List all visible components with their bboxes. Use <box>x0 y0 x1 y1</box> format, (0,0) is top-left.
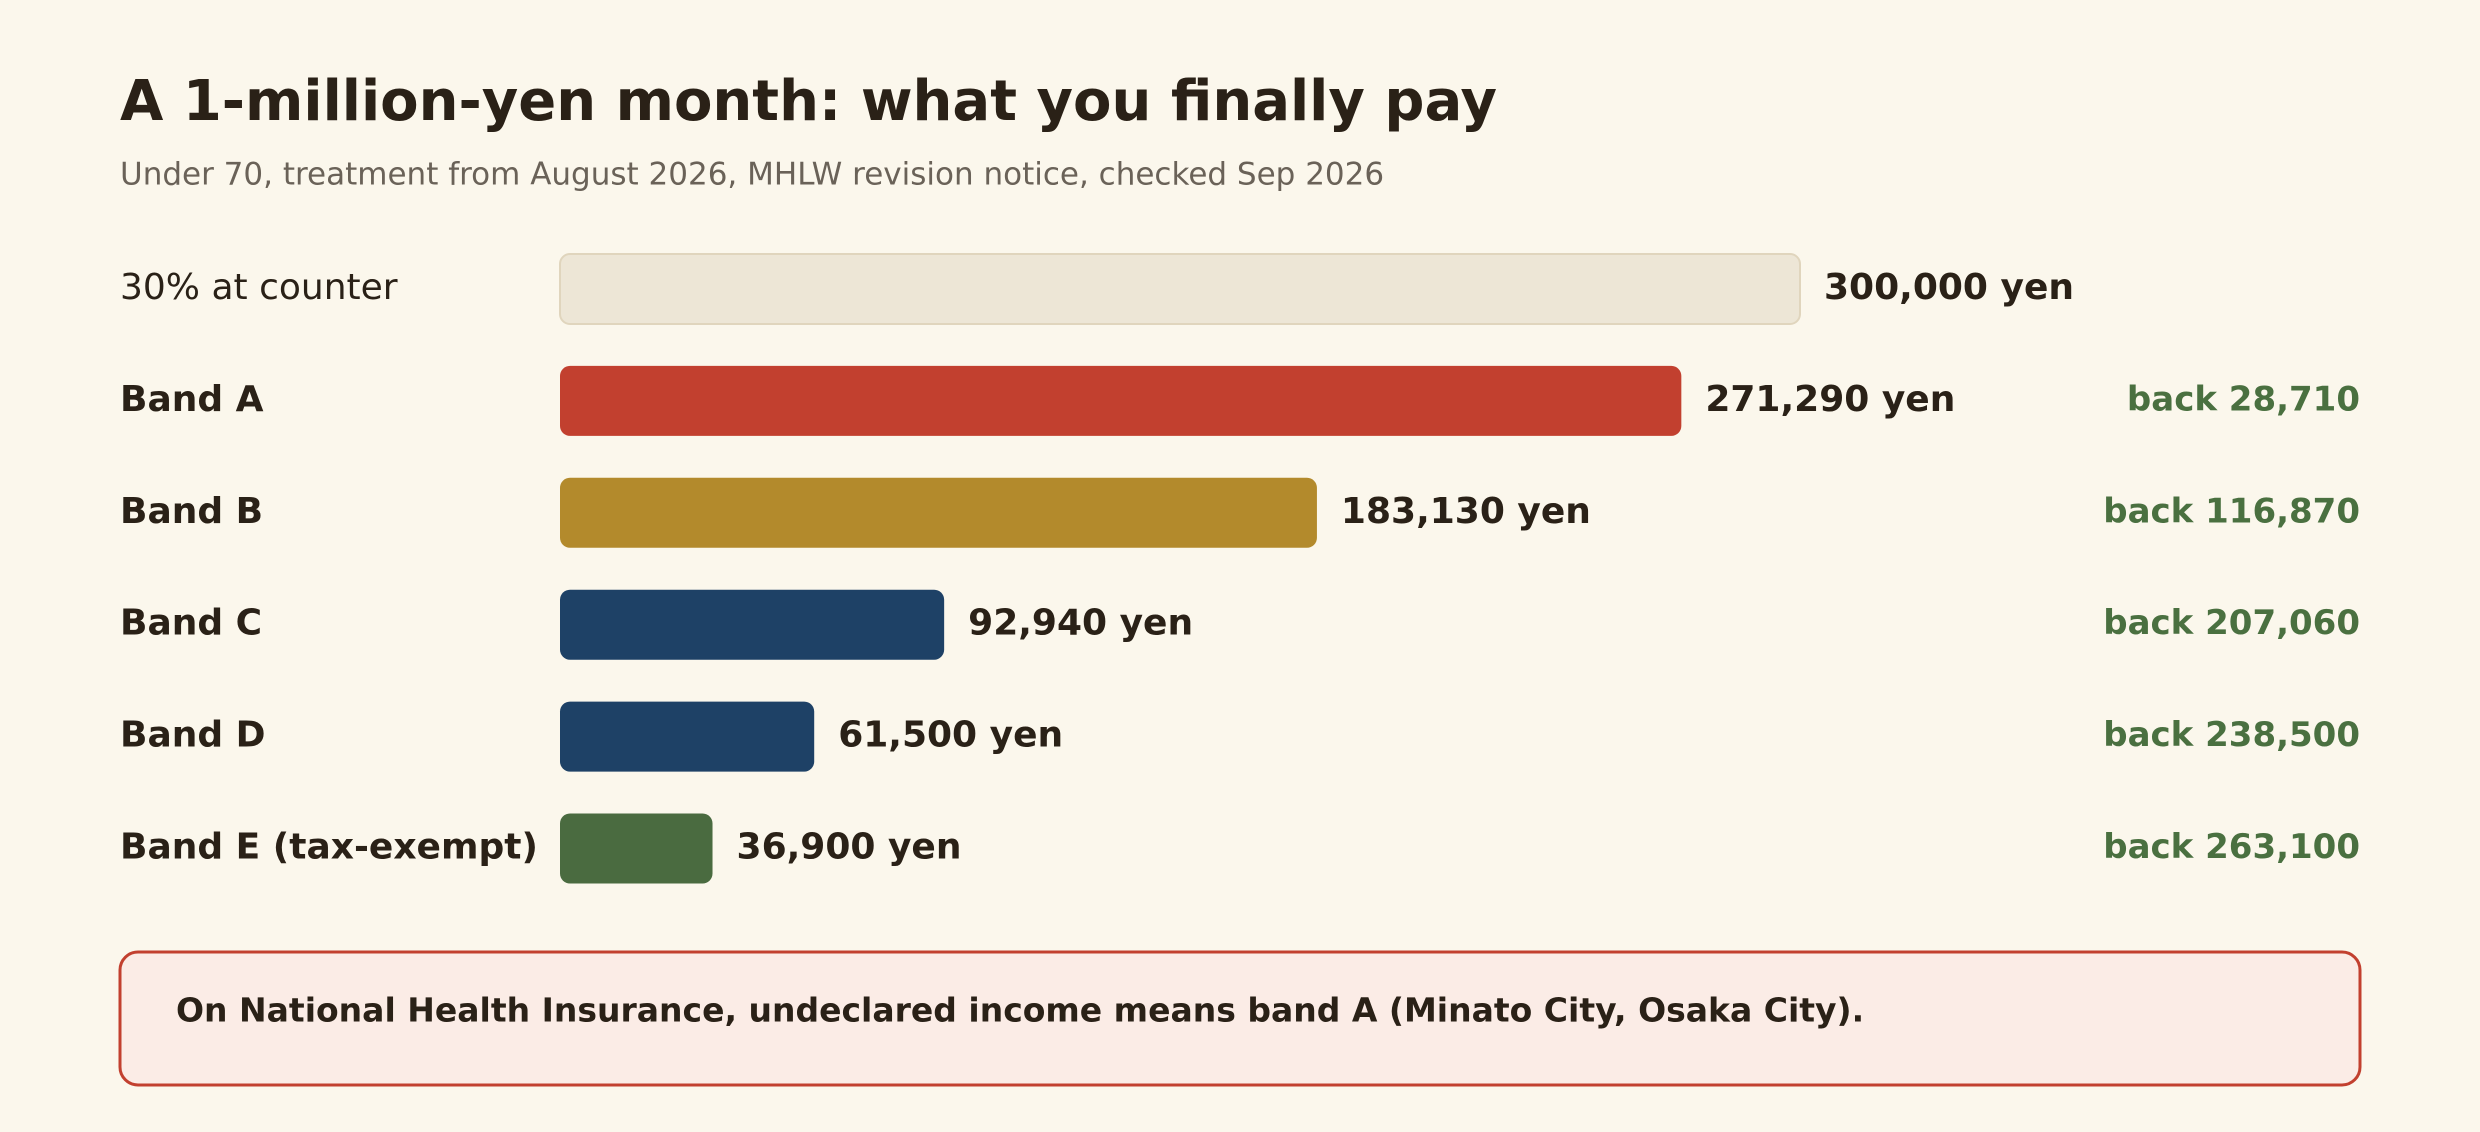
value-label: 61,500 yen <box>838 715 1063 756</box>
refund-label: back 116,870 <box>2103 491 2360 531</box>
value-label: 36,900 yen <box>737 827 962 868</box>
bar <box>560 701 815 772</box>
refund-label: back 263,100 <box>2103 827 2360 867</box>
category-label: Band E (tax-exempt) <box>120 827 538 868</box>
bar <box>560 477 1317 548</box>
chart-title: A 1-million-yen month: what you finally … <box>120 69 1497 134</box>
note-box <box>118 950 2362 1087</box>
value-label: 300,000 yen <box>1824 267 2074 308</box>
category-label: 30% at counter <box>120 267 398 308</box>
bar <box>560 589 945 660</box>
bar <box>559 253 1801 325</box>
category-label: Band D <box>120 715 266 756</box>
value-label: 92,940 yen <box>968 603 1193 644</box>
value-label: 183,130 yen <box>1341 491 1591 532</box>
chart-subtitle: Under 70, treatment from August 2026, MH… <box>120 157 1384 193</box>
note-text: On National Health Insurance, undeclared… <box>176 991 1864 1030</box>
value-label: 271,290 yen <box>1705 379 1955 420</box>
refund-label: back 207,060 <box>2103 603 2360 643</box>
category-label: Band B <box>120 491 263 532</box>
refund-label: back 28,710 <box>2127 379 2360 419</box>
category-label: Band C <box>120 603 262 644</box>
bar <box>560 365 1682 436</box>
bar <box>560 813 713 884</box>
category-label: Band A <box>120 379 264 420</box>
refund-label: back 238,500 <box>2103 715 2360 755</box>
